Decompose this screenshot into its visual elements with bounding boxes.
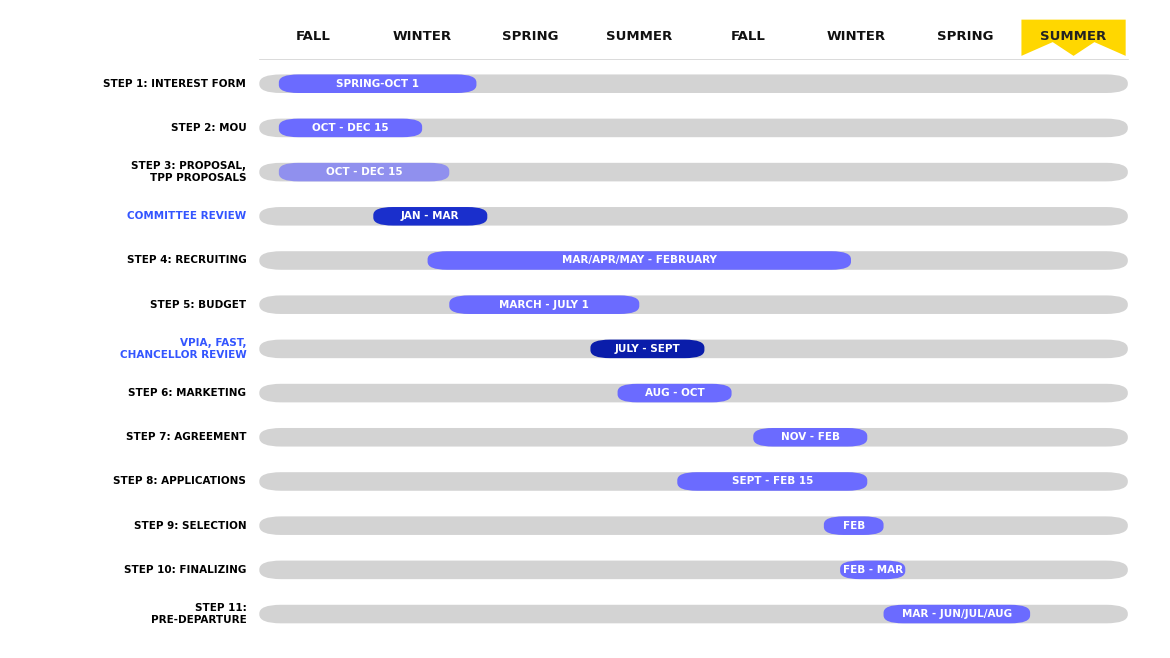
FancyBboxPatch shape: [260, 74, 1128, 93]
FancyBboxPatch shape: [449, 295, 639, 314]
Text: STEP 7: AGREEMENT: STEP 7: AGREEMENT: [125, 432, 246, 442]
Text: VPIA, FAST,
CHANCELLOR REVIEW: VPIA, FAST, CHANCELLOR REVIEW: [119, 338, 246, 360]
FancyBboxPatch shape: [260, 384, 1128, 402]
FancyBboxPatch shape: [591, 340, 704, 358]
Text: SPRING-OCT 1: SPRING-OCT 1: [336, 79, 419, 89]
Text: MAR/APR/MAY - FEBRUARY: MAR/APR/MAY - FEBRUARY: [562, 255, 717, 265]
FancyBboxPatch shape: [373, 207, 487, 226]
FancyBboxPatch shape: [677, 472, 867, 491]
Text: MARCH - JULY 1: MARCH - JULY 1: [500, 299, 590, 310]
Text: STEP 10: FINALIZING: STEP 10: FINALIZING: [124, 565, 246, 575]
Text: WINTER: WINTER: [827, 30, 886, 43]
Text: SEPT - FEB 15: SEPT - FEB 15: [731, 476, 813, 486]
FancyBboxPatch shape: [260, 605, 1128, 623]
FancyBboxPatch shape: [883, 605, 1030, 623]
Text: STEP 3: PROPOSAL,
TPP PROPOSALS: STEP 3: PROPOSAL, TPP PROPOSALS: [131, 161, 246, 183]
FancyBboxPatch shape: [260, 517, 1128, 535]
Text: WINTER: WINTER: [393, 30, 452, 43]
FancyBboxPatch shape: [260, 251, 1128, 270]
Text: FALL: FALL: [730, 30, 765, 43]
Text: FALL: FALL: [296, 30, 331, 43]
FancyBboxPatch shape: [840, 561, 906, 579]
Text: COMMITTEE REVIEW: COMMITTEE REVIEW: [128, 211, 246, 221]
FancyBboxPatch shape: [753, 428, 867, 447]
Text: SPRING: SPRING: [502, 30, 559, 43]
FancyBboxPatch shape: [260, 472, 1128, 491]
Text: AUG - OCT: AUG - OCT: [645, 388, 704, 398]
FancyBboxPatch shape: [278, 74, 476, 93]
Text: NOV - FEB: NOV - FEB: [780, 432, 840, 442]
Text: JULY - SEPT: JULY - SEPT: [614, 344, 680, 354]
FancyBboxPatch shape: [260, 207, 1128, 226]
Text: STEP 8: APPLICATIONS: STEP 8: APPLICATIONS: [113, 476, 246, 486]
FancyBboxPatch shape: [618, 384, 731, 402]
FancyBboxPatch shape: [260, 118, 1128, 138]
Text: FEB: FEB: [842, 520, 865, 530]
Text: STEP 1: INTEREST FORM: STEP 1: INTEREST FORM: [103, 79, 246, 89]
Text: OCT - DEC 15: OCT - DEC 15: [325, 167, 402, 177]
Text: STEP 2: MOU: STEP 2: MOU: [171, 123, 246, 133]
Text: STEP 9: SELECTION: STEP 9: SELECTION: [133, 520, 246, 530]
Polygon shape: [1021, 20, 1126, 56]
FancyBboxPatch shape: [278, 118, 422, 138]
Text: STEP 6: MARKETING: STEP 6: MARKETING: [129, 388, 246, 398]
FancyBboxPatch shape: [824, 517, 883, 535]
FancyBboxPatch shape: [260, 561, 1128, 579]
Text: SUMMER: SUMMER: [1040, 30, 1107, 43]
Text: STEP 11:
PRE-DEPARTURE: STEP 11: PRE-DEPARTURE: [151, 603, 246, 625]
FancyBboxPatch shape: [260, 340, 1128, 358]
Text: STEP 4: RECRUITING: STEP 4: RECRUITING: [126, 255, 246, 265]
FancyBboxPatch shape: [260, 295, 1128, 314]
FancyBboxPatch shape: [260, 163, 1128, 182]
FancyBboxPatch shape: [278, 163, 449, 182]
Text: STEP 5: BUDGET: STEP 5: BUDGET: [150, 299, 246, 310]
Text: SUMMER: SUMMER: [606, 30, 673, 43]
Text: JAN - MAR: JAN - MAR: [401, 211, 460, 221]
Text: OCT - DEC 15: OCT - DEC 15: [312, 123, 388, 133]
Text: SPRING: SPRING: [937, 30, 993, 43]
FancyBboxPatch shape: [260, 428, 1128, 447]
FancyBboxPatch shape: [427, 251, 851, 270]
Text: MAR - JUN/JUL/AUG: MAR - JUN/JUL/AUG: [902, 609, 1012, 619]
Text: FEB - MAR: FEB - MAR: [842, 565, 903, 575]
